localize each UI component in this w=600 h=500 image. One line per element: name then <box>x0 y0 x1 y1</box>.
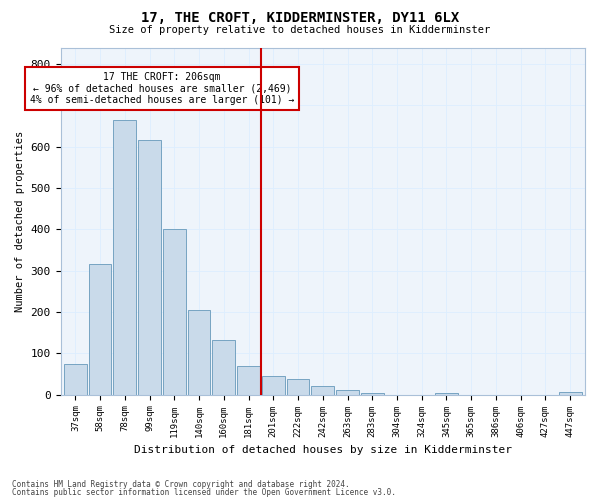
Bar <box>89 264 112 394</box>
Bar <box>212 340 235 394</box>
Bar <box>559 392 581 394</box>
Bar <box>163 230 186 394</box>
Bar <box>138 140 161 394</box>
Text: 17 THE CROFT: 206sqm
← 96% of detached houses are smaller (2,469)
4% of semi-det: 17 THE CROFT: 206sqm ← 96% of detached h… <box>30 72 294 105</box>
Bar <box>435 392 458 394</box>
Text: Contains HM Land Registry data © Crown copyright and database right 2024.: Contains HM Land Registry data © Crown c… <box>12 480 350 489</box>
Text: Size of property relative to detached houses in Kidderminster: Size of property relative to detached ho… <box>109 25 491 35</box>
Bar <box>64 364 87 394</box>
Bar <box>237 366 260 394</box>
Text: Contains public sector information licensed under the Open Government Licence v3: Contains public sector information licen… <box>12 488 396 497</box>
Bar <box>361 392 383 394</box>
Bar <box>262 376 284 394</box>
Y-axis label: Number of detached properties: Number of detached properties <box>15 130 25 312</box>
X-axis label: Distribution of detached houses by size in Kidderminster: Distribution of detached houses by size … <box>134 445 512 455</box>
Bar <box>188 310 211 394</box>
Bar <box>287 380 310 394</box>
Bar <box>336 390 359 394</box>
Bar <box>113 120 136 394</box>
Text: 17, THE CROFT, KIDDERMINSTER, DY11 6LX: 17, THE CROFT, KIDDERMINSTER, DY11 6LX <box>141 12 459 26</box>
Bar <box>311 386 334 394</box>
